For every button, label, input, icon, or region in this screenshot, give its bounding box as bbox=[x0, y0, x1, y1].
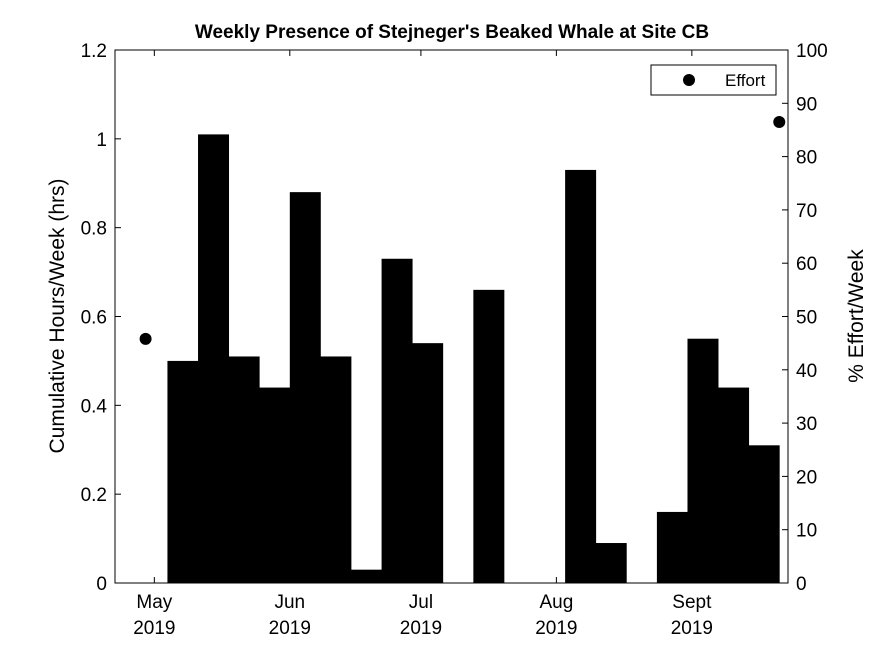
right-tick-label: 100 bbox=[796, 41, 828, 62]
right-tick-label: 70 bbox=[796, 201, 817, 222]
bar bbox=[259, 387, 291, 583]
legend-box bbox=[650, 64, 777, 96]
right-tick-label: 0 bbox=[796, 574, 807, 595]
bar bbox=[473, 289, 505, 583]
bar bbox=[748, 445, 780, 583]
x-tick-year: 2019 bbox=[671, 618, 713, 639]
bar bbox=[228, 356, 260, 583]
right-axis: 0 10 20 30 40 50 60 70 80 90 100 bbox=[782, 41, 828, 595]
legend: Effort bbox=[650, 64, 777, 96]
x-tick-year: 2019 bbox=[133, 618, 175, 639]
x-tick-year: 2019 bbox=[269, 618, 311, 639]
y-axis-label-left: Cumulative Hours/Week (hrs) bbox=[46, 178, 69, 453]
right-tick-label: 90 bbox=[796, 94, 817, 115]
bar bbox=[350, 569, 382, 583]
effort-point bbox=[773, 115, 786, 128]
x-axis: May 2019 Jun 2019 Jul 2019 Aug 2019 Sept 2019 bbox=[133, 50, 713, 639]
right-tick-label: 40 bbox=[796, 361, 817, 382]
x-tick-month: May bbox=[136, 592, 172, 613]
legend-effort-marker bbox=[683, 74, 695, 86]
bar bbox=[167, 360, 199, 583]
effort-layer bbox=[139, 115, 786, 345]
x-tick-month: Jun bbox=[274, 592, 305, 613]
bar bbox=[718, 387, 750, 583]
right-tick-label: 20 bbox=[796, 467, 817, 488]
bar bbox=[289, 192, 321, 583]
right-tick-label: 30 bbox=[796, 414, 817, 435]
bar bbox=[656, 511, 688, 583]
x-tick-month: Aug bbox=[539, 592, 573, 613]
legend-effort-label: Effort bbox=[725, 71, 766, 90]
left-tick-label: 0 bbox=[96, 574, 107, 595]
x-tick-year: 2019 bbox=[400, 618, 442, 639]
right-tick-label: 80 bbox=[796, 148, 817, 169]
x-tick-year: 2019 bbox=[535, 618, 577, 639]
chart-title: Weekly Presence of Stejneger's Beaked Wh… bbox=[195, 22, 709, 43]
bar bbox=[687, 338, 719, 583]
left-tick-label: 0.4 bbox=[81, 396, 108, 417]
left-tick-label: 0.2 bbox=[81, 485, 107, 506]
effort-point bbox=[139, 332, 152, 345]
bar bbox=[412, 343, 444, 583]
bar bbox=[198, 134, 230, 583]
right-tick-label: 10 bbox=[796, 521, 817, 542]
bar bbox=[565, 169, 597, 584]
bars-layer bbox=[167, 134, 780, 584]
right-tick-label: 60 bbox=[796, 254, 817, 275]
left-axis: 0 0.2 0.4 0.6 0.8 1 1.2 bbox=[81, 41, 121, 595]
x-tick-month: Sept bbox=[672, 592, 712, 613]
right-tick-label: 50 bbox=[796, 308, 817, 329]
left-tick-label: 0.6 bbox=[81, 308, 107, 329]
y-axis-label-right: % Effort/Week bbox=[845, 249, 868, 383]
left-tick-label: 1 bbox=[96, 130, 107, 151]
bar bbox=[320, 356, 352, 583]
left-tick-label: 1.2 bbox=[81, 41, 107, 62]
x-tick-month: Jul bbox=[409, 592, 433, 613]
bar bbox=[381, 258, 413, 583]
left-tick-label: 0.8 bbox=[81, 219, 107, 240]
bar bbox=[595, 543, 627, 583]
